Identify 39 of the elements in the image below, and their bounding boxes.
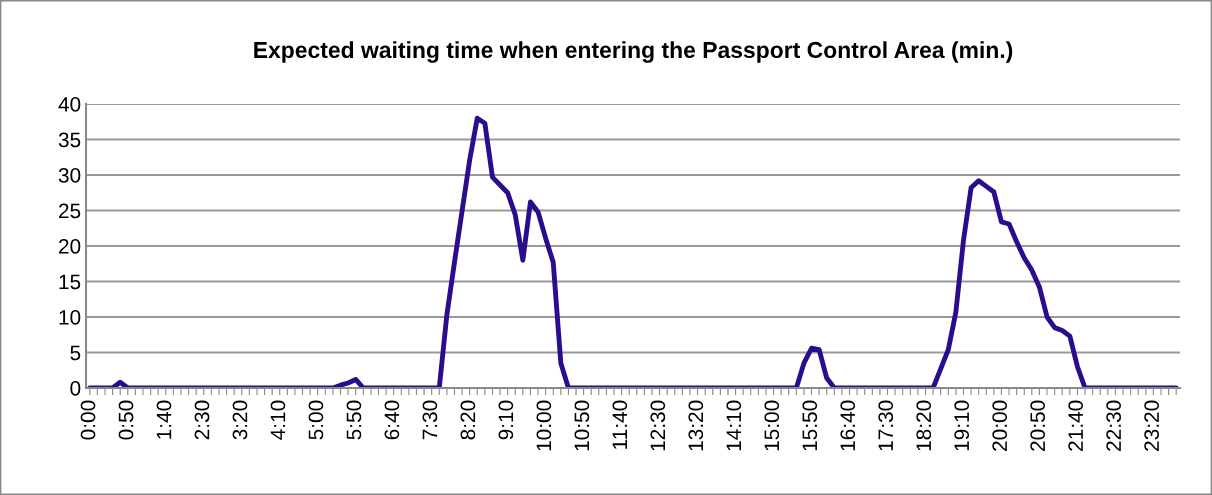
y-tick-label: 20 <box>59 239 81 254</box>
y-tick-label: 40 <box>58 97 81 112</box>
x-tick-label: 15:50 <box>802 400 818 451</box>
x-tick-label: 0:50 <box>118 400 134 440</box>
x-tick-label: 1:40 <box>156 400 172 439</box>
x-tick-label: 19:10 <box>954 400 970 451</box>
x-tick-label: 21:40 <box>1068 400 1084 451</box>
x-tick-label: 6:40 <box>384 400 400 440</box>
x-tick-label: 13:20 <box>688 400 704 451</box>
y-tick-label: 15 <box>59 274 81 290</box>
x-tick-label: 10:50 <box>574 400 590 451</box>
x-tick-label: 2:30 <box>194 400 210 440</box>
x-tick-label: 20:50 <box>1030 400 1046 451</box>
x-tick-label: 22:30 <box>1106 400 1122 451</box>
x-tick-label: 16:40 <box>840 400 856 451</box>
x-tick-label: 5:50 <box>346 400 362 440</box>
x-tick-label: 11:40 <box>612 400 628 449</box>
y-tick-label: 5 <box>70 345 81 361</box>
y-tick-label: 25 <box>59 203 81 219</box>
y-tick-label: 10 <box>59 310 81 325</box>
x-tick-label: 20:00 <box>992 400 1008 451</box>
y-tick-label: 0 <box>70 381 81 396</box>
x-tick-label: 17:30 <box>878 400 894 451</box>
x-tick-label: 14:10 <box>726 400 742 451</box>
x-tick-label: 3:20 <box>232 400 248 440</box>
y-tick-label: 35 <box>58 132 81 148</box>
x-tick-label: 4:10 <box>270 400 286 440</box>
x-tick-label: 15:00 <box>764 400 780 451</box>
x-tick-label: 5:00 <box>308 400 324 440</box>
x-tick-label: 23:20 <box>1144 400 1159 451</box>
x-tick-label: 9:10 <box>498 400 514 440</box>
x-tick-label: 12:30 <box>650 400 666 451</box>
x-tick-label: 10:00 <box>536 400 552 451</box>
x-tick-label: 0:00 <box>80 400 96 440</box>
x-tick-label: 7:30 <box>422 400 438 440</box>
x-tick-label: 8:20 <box>460 400 476 440</box>
y-tick-label: 30 <box>58 168 81 183</box>
x-tick-label: 18:20 <box>916 400 932 451</box>
chart-title: Expected waiting time when entering the Passport Control Area (min.) <box>254 41 1013 63</box>
